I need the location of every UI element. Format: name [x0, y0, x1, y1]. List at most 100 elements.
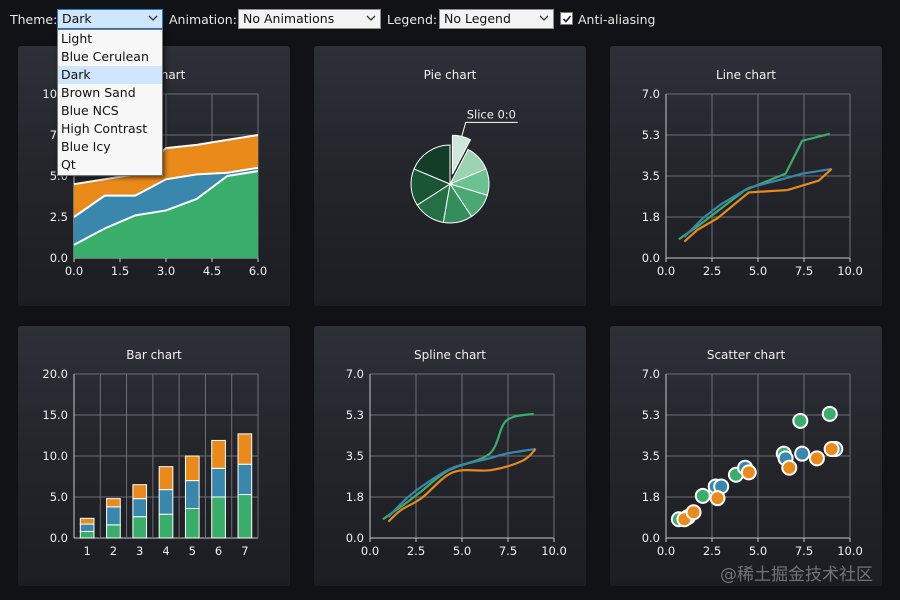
series-line	[387, 447, 536, 518]
chart-title: Spline chart	[414, 348, 486, 362]
x-tick-label: 0.0	[65, 264, 83, 278]
x-tick-label: 7.5	[795, 544, 813, 558]
bar-chart: Bar chart 0.0 5.0 10.0 15.0 20.0 1 2 3 4 5 6 7	[42, 348, 259, 558]
area-series-line	[73, 170, 259, 246]
chart-title: Scatter chart	[707, 348, 786, 362]
pie-slice	[413, 144, 451, 185]
scatter-chart: Scatter chart 0.0 1.8 3.5 5.3 7.0 0.0 2.5 5.0 7.5…	[642, 348, 863, 558]
bar	[106, 506, 121, 526]
theme-option[interactable]: Brown Sand	[61, 85, 136, 100]
bar	[237, 494, 253, 539]
toolbar: Theme: Dark Animation: No Animations Leg…	[0, 0, 900, 40]
x-tick-label: 5.0	[453, 544, 471, 558]
x-tick-label: 4	[162, 544, 169, 558]
y-tick-label: 0.0	[50, 531, 68, 545]
x-tick-label: 2.5	[407, 544, 425, 558]
antialiasing-label[interactable]: Anti-aliasing	[578, 12, 656, 27]
x-tick-label: 5.0	[749, 544, 767, 558]
antialiasing-checkbox[interactable]	[560, 12, 573, 25]
theme-option[interactable]: Blue Cerulean	[61, 49, 149, 64]
theme-option[interactable]: Light	[61, 31, 93, 46]
x-tick-label: 1	[83, 544, 90, 558]
bar	[132, 516, 148, 539]
y-tick-label: 7.0	[642, 87, 660, 101]
theme-label: Theme:	[10, 12, 58, 27]
legend-select[interactable]: No Legend	[439, 9, 554, 29]
pie-chart: Pie chart Slice 0:0	[410, 68, 518, 224]
y-tick-label: 7.0	[642, 367, 660, 381]
y-tick-label: 0.0	[346, 531, 364, 545]
y-tick-label: 20.0	[42, 367, 68, 381]
theme-option[interactable]: Blue Icy	[61, 139, 111, 154]
bar	[158, 489, 174, 515]
x-tick-label: 5.0	[749, 264, 767, 278]
x-tick-label: 3	[136, 544, 143, 558]
x-tick-label: 1.5	[111, 264, 129, 278]
bar	[184, 480, 200, 509]
pie-label-leader	[461, 121, 518, 137]
checkmark-icon	[562, 15, 572, 23]
chart-title: Pie chart	[424, 68, 477, 82]
y-tick-label: 1.8	[346, 490, 364, 504]
pie-chart-panel: Pie chart Slice 0:0	[314, 46, 586, 306]
x-tick-label: 2	[110, 544, 117, 558]
x-tick-label: 0.0	[657, 264, 675, 278]
theme-option[interactable]: Qt	[61, 157, 76, 172]
scatter-point	[792, 412, 809, 429]
chevron-down-icon	[539, 15, 549, 21]
bar	[158, 513, 174, 539]
y-tick-label: 3.5	[642, 169, 660, 183]
chart-title: Bar chart	[126, 348, 182, 362]
area-chart: Area chart0.02.55.07.510.00.01.53.04.56.…	[42, 68, 267, 278]
bar-chart-panel: Bar chart 0.0 5.0 10.0 15.0 20.0 1 2 3 4 5 6 7	[18, 326, 290, 586]
series-line	[683, 167, 832, 238]
theme-option[interactable]: Dark	[58, 66, 162, 84]
x-tick-label: 6.0	[249, 264, 267, 278]
y-tick-label: 1.8	[642, 210, 660, 224]
x-tick-label: 5	[189, 544, 196, 558]
y-tick-label: 5.3	[642, 408, 660, 422]
x-tick-label: 0.0	[657, 544, 675, 558]
bar	[79, 517, 95, 525]
theme-option[interactable]: Blue NCS	[61, 103, 119, 118]
area-series-line	[73, 166, 259, 218]
bar	[132, 498, 148, 518]
pie-slice	[451, 134, 472, 175]
scatter-point	[823, 440, 840, 457]
y-tick-label: 7.0	[346, 367, 364, 381]
y-tick-label: 0.0	[642, 531, 660, 545]
chart-title: Line chart	[716, 68, 776, 82]
y-tick-label: 5.3	[346, 408, 364, 422]
line-chart: Line chart 0.0 1.8 3.5 5.3 7.0 0.0 2.5 5.0 7.5 10.…	[642, 68, 863, 278]
bar	[79, 523, 95, 532]
grid	[369, 373, 555, 542]
legend-label: Legend:	[387, 12, 438, 27]
x-tick-label: 10.0	[541, 544, 567, 558]
bar	[158, 466, 174, 491]
area-series	[74, 171, 258, 258]
y-tick-label: 1.8	[642, 490, 660, 504]
theme-option[interactable]: High Contrast	[61, 121, 148, 136]
scatter-point	[794, 445, 811, 462]
y-tick-label: 10.0	[42, 449, 68, 463]
y-tick-label: 3.5	[346, 449, 364, 463]
x-tick-label: 2.5	[703, 264, 721, 278]
theme-dropdown-list: Light Blue Cerulean Dark Brown Sand Blue NCS…	[57, 29, 163, 176]
watermark: @稀土掘金技术社区	[720, 565, 873, 585]
x-tick-label: 7.5	[499, 544, 517, 558]
x-tick-label: 7	[241, 544, 248, 558]
animation-select[interactable]: No Animations	[238, 9, 381, 29]
animation-select-value: No Animations	[243, 11, 335, 26]
x-tick-label: 10.0	[837, 264, 863, 278]
bar	[211, 439, 226, 469]
scatter-point	[821, 405, 838, 422]
x-tick-label: 7.5	[795, 264, 813, 278]
scatter-point	[808, 450, 825, 467]
spline-chart: Spline chart 0.0 1.8 3.5 5.3 7.0 0.0 2.5 5.0 7.5 1…	[346, 348, 567, 558]
theme-select[interactable]: Dark	[57, 9, 163, 29]
legend-select-value: No Legend	[444, 11, 511, 26]
y-tick-label: 5.3	[642, 128, 660, 142]
bar	[132, 484, 148, 500]
series-line	[683, 168, 833, 243]
scatter-point	[740, 464, 757, 481]
